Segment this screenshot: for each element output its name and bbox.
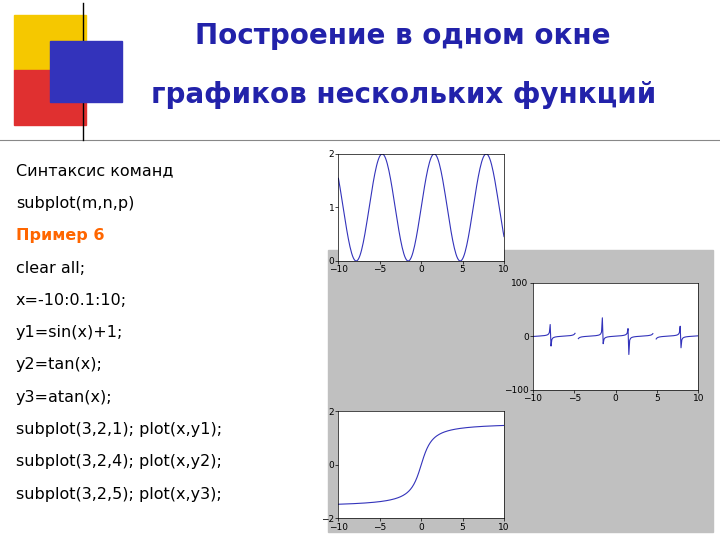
- Text: subplot(3,2,5); plot(x,y3);: subplot(3,2,5); plot(x,y3);: [16, 487, 222, 502]
- Text: subplot(3,2,4); plot(x,y2);: subplot(3,2,4); plot(x,y2);: [16, 455, 222, 469]
- Text: Построение в одном окне: Построение в одном окне: [195, 23, 611, 50]
- Bar: [50, 41, 122, 102]
- Text: Синтаксис команд: Синтаксис команд: [16, 164, 174, 179]
- Bar: [328, 250, 713, 532]
- Text: y2=tan(x);: y2=tan(x);: [16, 357, 103, 373]
- Text: Пример 6: Пример 6: [16, 228, 104, 243]
- Text: графиков нескольких функций: графиков нескольких функций: [150, 81, 656, 109]
- Bar: [14, 70, 86, 125]
- Text: subplot(3,2,1); plot(x,y1);: subplot(3,2,1); plot(x,y1);: [16, 422, 222, 437]
- Text: x=-10:0.1:10;: x=-10:0.1:10;: [16, 293, 127, 308]
- Text: y3=atan(x);: y3=atan(x);: [16, 390, 112, 405]
- Text: clear all;: clear all;: [16, 260, 85, 275]
- Text: y1=sin(x)+1;: y1=sin(x)+1;: [16, 325, 123, 340]
- Text: subplot(m,n,p): subplot(m,n,p): [16, 196, 134, 211]
- Bar: [14, 15, 86, 70]
